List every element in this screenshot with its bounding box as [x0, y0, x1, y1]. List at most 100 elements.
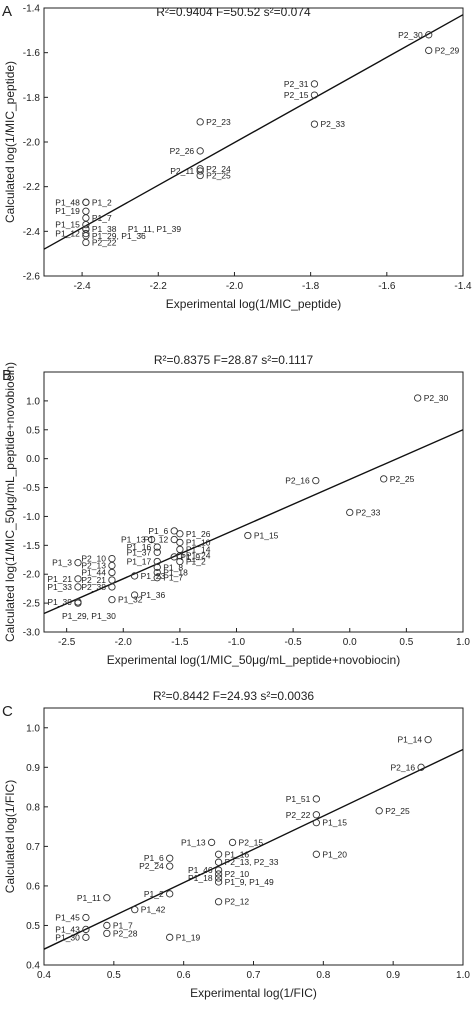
data-point [74, 599, 82, 607]
point-label: P1_32 [118, 595, 143, 605]
point-label: P1_12 [55, 229, 80, 239]
x-tick-label: -2.4 [73, 281, 91, 292]
data-point [170, 553, 178, 561]
point-label: P2_23 [206, 117, 231, 127]
data-point [425, 46, 433, 55]
point-label: P1_37 [127, 547, 152, 557]
x-tick-label: -0.5 [285, 637, 303, 648]
point-label: P1_20 [322, 849, 347, 859]
point-label: P2_24 [206, 164, 231, 174]
point-label: P1_13 [121, 535, 146, 545]
data-point [176, 530, 184, 538]
point-label: P1_42 [141, 905, 166, 915]
data-point [310, 120, 319, 128]
x-axis-label: Experimental log(1/MIC_peptide) [166, 297, 341, 311]
point-label: P1_13 [181, 837, 206, 847]
data-point [312, 811, 320, 819]
point-label: P2_21 [81, 575, 106, 585]
point-label: P1_9, P1_49 [225, 877, 274, 887]
x-tick-label: 0.5 [399, 637, 413, 648]
y-tick-label: -2.6 [23, 272, 41, 283]
x-tick-label: -1.6 [378, 281, 396, 292]
data-point [176, 538, 184, 547]
data-point [170, 527, 178, 535]
regression-line [43, 14, 464, 250]
data-point [166, 854, 174, 862]
data-point [130, 591, 139, 599]
data-point [147, 535, 156, 544]
data-point [214, 878, 223, 886]
data-point [417, 763, 425, 771]
data-point [214, 870, 223, 878]
point-label: P1_15 [254, 531, 279, 541]
x-tick-label: -2.2 [150, 281, 168, 292]
regression-line [43, 748, 464, 950]
y-tick-label: 0.7 [26, 842, 40, 853]
plot-frame [43, 371, 464, 633]
point-label: P1_2 [144, 889, 164, 899]
data-point [108, 576, 116, 584]
regression-stats: R²=0.8375 F=28.87 s²=0.1117 [154, 353, 314, 367]
data-point [196, 167, 204, 175]
y-tick-label: -2.4 [23, 227, 41, 238]
x-tick-label: -1.4 [454, 281, 472, 292]
point-label: P1_45 [55, 913, 80, 923]
y-tick-label: -1.5 [23, 541, 41, 552]
point-label: P2_31 [284, 79, 309, 89]
point-label: P2_11 [170, 166, 194, 176]
y-tick-label: -2.0 [23, 570, 41, 581]
point-label: P1_29, P1_36 [92, 231, 146, 241]
y-tick-label: -0.5 [23, 483, 41, 494]
data-point [176, 552, 184, 560]
point-label: P2_10 [81, 554, 106, 564]
data-point [108, 554, 116, 563]
data-point [346, 508, 354, 517]
x-tick-label: -1.0 [228, 637, 246, 648]
data-point [153, 568, 161, 577]
data-point [310, 80, 319, 88]
point-label: P1_8 [163, 562, 183, 572]
point-label: P1_38 [92, 224, 117, 234]
point-label: P1_19 [176, 932, 201, 942]
point-label: P1_2 [92, 197, 112, 207]
x-tick-label: 0.7 [247, 970, 261, 981]
data-point [166, 933, 174, 941]
y-tick-label: 0.5 [26, 921, 40, 932]
x-tick-label: -2.0 [226, 281, 244, 292]
data-point [312, 795, 320, 803]
data-point [130, 572, 139, 580]
data-point [103, 929, 111, 938]
x-tick-label: -2.0 [115, 637, 133, 648]
data-point [214, 898, 223, 906]
x-tick-label: 1.0 [456, 970, 470, 981]
data-point [74, 559, 82, 567]
point-label: P2_29 [435, 45, 460, 55]
data-point [153, 574, 161, 582]
data-point [82, 238, 90, 247]
point-label: P1_36 [141, 590, 166, 600]
point-label: P1_7 [163, 573, 183, 583]
y-axis-label: Calculated log(1/MIC_peptide) [3, 61, 17, 223]
point-label: P2_13, P2_33 [225, 857, 279, 867]
point-label: P1_6 [144, 853, 164, 863]
data-point [425, 31, 433, 39]
point-label: P1_7 [92, 213, 112, 223]
data-point [108, 561, 116, 570]
y-tick-label: 0.4 [26, 961, 40, 972]
point-label: P2_15 [239, 837, 264, 847]
point-label: P1_9 [180, 552, 200, 562]
y-tick-label: -1.4 [23, 4, 41, 15]
point-label: P1_18 [188, 873, 213, 883]
point-label: P2_25 [206, 171, 231, 181]
panel-letter: C [2, 703, 13, 720]
data-point [312, 850, 320, 858]
data-point [414, 394, 422, 402]
x-tick-label: 1.0 [456, 637, 470, 648]
y-tick-label: -2.2 [23, 182, 41, 193]
point-label: P1_46 [188, 865, 213, 875]
point-label: P1_19 [55, 206, 80, 216]
x-axis-label: Experimental log(1/MIC_50μg/mL_peptide+n… [107, 653, 400, 667]
point-label: P1_39 [47, 597, 72, 607]
y-tick-label: 0.8 [26, 802, 40, 813]
data-point [170, 535, 178, 544]
